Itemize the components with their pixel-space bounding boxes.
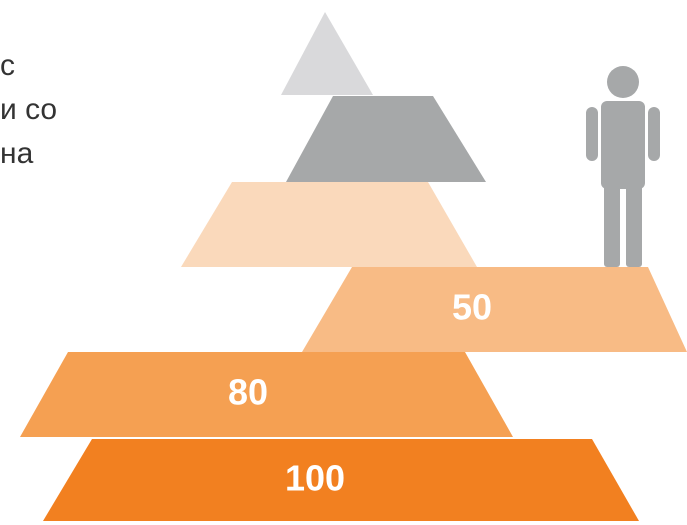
pyramid-tier-80: [20, 352, 513, 437]
pyramid-tier-100: [43, 439, 639, 521]
pyramid-tier-50: [302, 267, 687, 352]
tier-80-label: 80: [228, 372, 268, 413]
pyramid-tier-top: [281, 12, 373, 95]
text-fragment: с и со на: [0, 44, 150, 176]
tier-50-label: 50: [452, 287, 492, 328]
pyramid-tier-gray: [286, 96, 486, 182]
pyramid-tier-peach: [181, 182, 477, 267]
tier-100-label: 100: [285, 458, 345, 499]
text-line-1: с: [0, 49, 15, 82]
person-icon: [586, 66, 660, 267]
text-line-3: на: [0, 137, 34, 170]
text-line-2: и со: [0, 93, 58, 126]
